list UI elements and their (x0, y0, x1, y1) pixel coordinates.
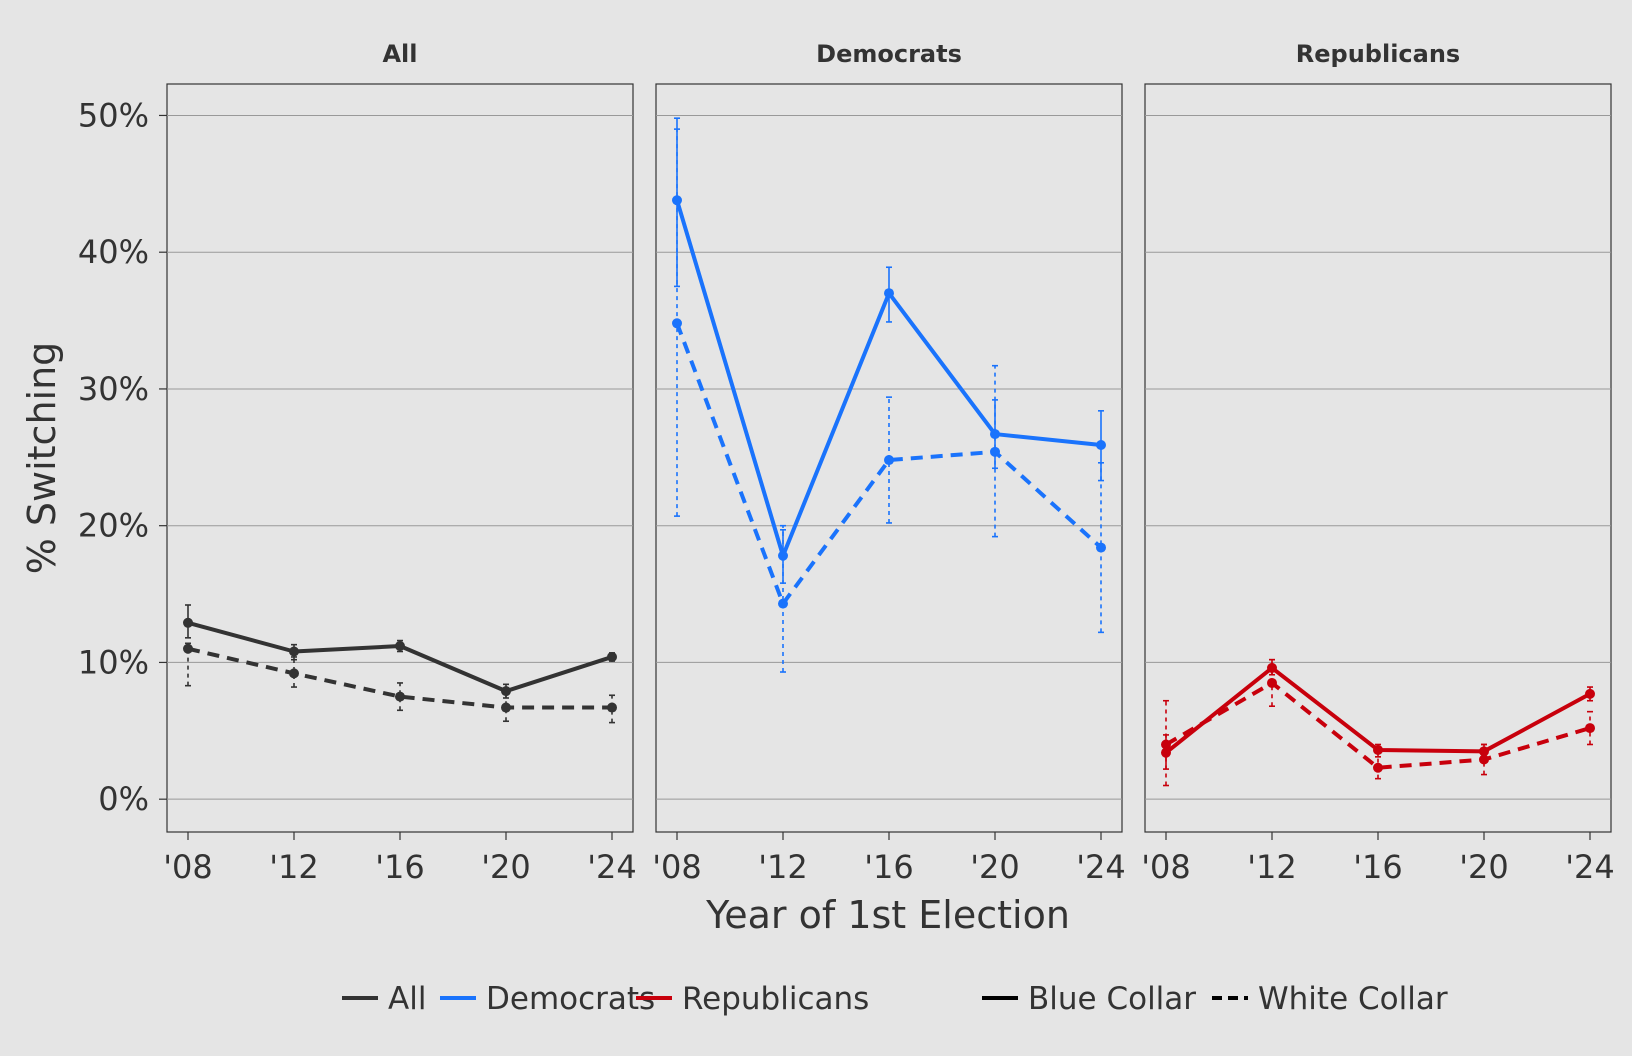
x-tick-label: '20 (481, 848, 531, 886)
data-point (395, 691, 405, 702)
data-point (1096, 542, 1106, 553)
data-point (778, 550, 788, 561)
data-point (1096, 440, 1106, 451)
y-tick-label: 20% (78, 507, 149, 545)
y-tick-label: 30% (78, 370, 149, 408)
data-point (884, 455, 894, 466)
legend-item-blue-collar: Blue Collar (982, 981, 1196, 1017)
data-point (1479, 754, 1489, 765)
x-tick-label: '08 (652, 848, 702, 886)
panel-all: All 0% 10% 20% 30% 40% 50% '08 '12 '16 '20 '24 (78, 40, 637, 886)
legend-label: All (388, 981, 426, 1017)
x-tick-label: '08 (163, 848, 213, 886)
legend-item-democrats: Democrats (440, 981, 655, 1017)
data-point (778, 598, 788, 609)
x-tick-label: '08 (1141, 848, 1191, 886)
panel-republicans: Republicans '08 '12 '16 '20 '24 (1141, 40, 1615, 886)
series-white-collar (183, 642, 617, 724)
x-tick-label: '20 (970, 848, 1020, 886)
legend-label: Republicans (682, 981, 869, 1017)
data-point (1585, 688, 1595, 699)
data-point (1479, 746, 1489, 757)
data-point (395, 641, 405, 652)
data-point (607, 702, 617, 713)
legend-label: White Collar (1258, 981, 1448, 1017)
legend-label: Democrats (486, 981, 655, 1017)
legend-item-white-collar: White Collar (1212, 981, 1448, 1017)
data-point (884, 288, 894, 299)
data-point (990, 446, 1000, 457)
x-axis-label: Year of 1st Election (705, 893, 1070, 937)
data-point (289, 646, 299, 657)
panel-title: All (382, 40, 417, 68)
x-tick-label: '24 (587, 848, 637, 886)
data-point (1585, 723, 1595, 734)
data-point (672, 318, 682, 329)
legend-item-republicans: Republicans (636, 981, 869, 1017)
panel-title: Democrats (816, 40, 962, 68)
series-white-collar (1161, 658, 1595, 787)
y-tick-label: 0% (98, 780, 149, 818)
facet-panels: All0%10%20%30%40%50%'08'12'16'20'24Democ… (78, 40, 1615, 886)
x-tick-label: '16 (864, 848, 914, 886)
y-tick-label: 10% (78, 643, 149, 681)
data-point (183, 617, 193, 628)
series-line (1164, 680, 1591, 770)
data-point (289, 668, 299, 679)
x-tick-label: '24 (1076, 848, 1126, 886)
series-blue-collar (183, 604, 617, 699)
x-tick-label: '16 (1353, 848, 1403, 886)
data-point (607, 651, 617, 662)
x-tick-label: '20 (1459, 848, 1509, 886)
x-tick-label: '16 (375, 848, 425, 886)
series-white-collar (672, 128, 1106, 673)
x-tick-label: '24 (1565, 848, 1615, 886)
data-point (1267, 662, 1277, 673)
x-tick-label: '12 (758, 848, 808, 886)
data-point (990, 429, 1000, 440)
panel-democrats: Democrats '08 '12 '16 '20 '24 (652, 40, 1126, 886)
data-point (501, 702, 511, 713)
legend-item-all: All (342, 981, 426, 1017)
data-point (1267, 677, 1277, 688)
panel-title: Republicans (1296, 40, 1460, 68)
y-tick-label: 50% (78, 96, 149, 134)
x-tick-label: '12 (269, 848, 319, 886)
y-axis-label: % Switching (20, 342, 64, 575)
data-point (1373, 744, 1383, 755)
legend: All Democrats Republicans Blue Collar White … (342, 981, 1448, 1017)
y-tick-label: 40% (78, 233, 149, 271)
data-point (1161, 739, 1171, 750)
data-point (1373, 762, 1383, 773)
legend-label: Blue Collar (1028, 981, 1196, 1017)
data-point (183, 643, 193, 654)
panel-frame (166, 83, 634, 833)
x-tick-label: '12 (1247, 848, 1297, 886)
